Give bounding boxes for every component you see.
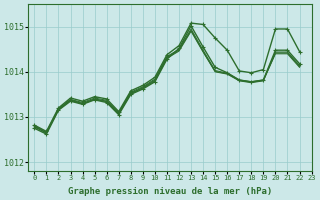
X-axis label: Graphe pression niveau de la mer (hPa): Graphe pression niveau de la mer (hPa): [68, 187, 272, 196]
